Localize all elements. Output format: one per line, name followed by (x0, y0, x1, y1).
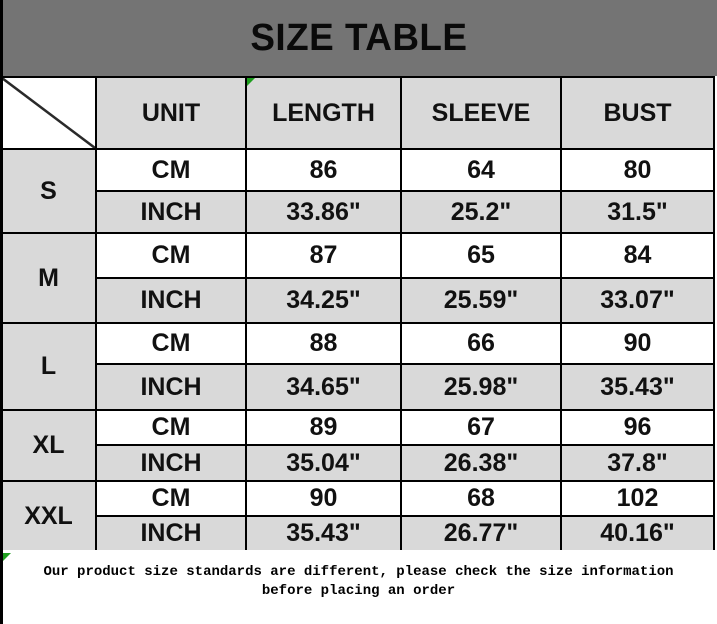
column-header-bust: BUST (560, 76, 715, 150)
size-label-s: S (0, 148, 97, 234)
unit-cell: CM (95, 480, 247, 517)
value-cell: 65 (400, 232, 562, 279)
value-cell: 67 (400, 409, 562, 446)
value-cell: 25.2" (400, 190, 562, 234)
value-cell: 25.59" (400, 277, 562, 324)
value-cell: 25.98" (400, 363, 562, 411)
column-header-unit: UNIT (95, 76, 247, 150)
header-row: UNIT LENGTH SLEEVE BUST (0, 76, 715, 150)
value-cell: 102 (560, 480, 715, 517)
unit-cell: CM (95, 322, 247, 365)
value-cell: 86 (245, 148, 402, 192)
size-table: UNIT LENGTH SLEEVE BUST S CM 86 64 80 IN… (0, 76, 715, 552)
value-cell: 33.86" (245, 190, 402, 234)
table-row: INCH 34.25" 25.59" 33.07" (1, 277, 715, 324)
size-label-l: L (0, 322, 97, 411)
diagonal-header-cell (0, 76, 97, 150)
value-cell: 90 (245, 480, 402, 517)
value-cell: 40.16" (560, 515, 715, 552)
column-header-sleeve: SLEEVE (400, 76, 562, 150)
value-cell: 66 (400, 322, 562, 365)
unit-cell: INCH (95, 190, 247, 234)
column-header-label: UNIT (141, 98, 201, 127)
green-triangle-icon (3, 553, 11, 561)
value-cell: 26.38" (400, 444, 562, 482)
table-row: INCH 35.04" 26.38" 37.8" (1, 444, 715, 482)
value-cell: 68 (400, 480, 562, 517)
value-cell: 87 (245, 232, 402, 279)
left-border-edge (0, 0, 3, 624)
table-row: S CM 86 64 80 (0, 148, 715, 234)
disclaimer-line1: Our product size standards are different… (43, 564, 674, 580)
unit-cell: INCH (95, 363, 247, 411)
value-cell: 89 (245, 409, 402, 446)
unit-cell: CM (95, 409, 247, 446)
value-cell: 34.25" (245, 277, 402, 324)
unit-cell: INCH (95, 515, 247, 552)
value-cell: 35.04" (245, 444, 402, 482)
size-label-xl: XL (0, 409, 97, 482)
table-row: INCH 35.43" 26.77" 40.16" (1, 515, 715, 552)
value-cell: 90 (560, 322, 715, 365)
table-row: XXL CM 90 68 102 (0, 480, 715, 552)
table-row: INCH 33.86" 25.2" 31.5" (1, 190, 715, 234)
value-cell: 37.8" (560, 444, 715, 482)
value-cell: 80 (560, 148, 715, 192)
value-cell: 26.77" (400, 515, 562, 552)
table-row: XL CM 89 67 96 (0, 409, 715, 482)
disclaimer-line2: before placing an order (261, 583, 456, 599)
column-header-label: LENGTH (272, 98, 375, 127)
value-cell: 88 (245, 322, 402, 365)
size-label-m: M (0, 232, 97, 324)
value-cell: 34.65" (245, 363, 402, 411)
green-triangle-icon (248, 79, 255, 86)
unit-cell: INCH (95, 277, 247, 324)
table-row: M CM 87 65 84 (0, 232, 715, 324)
table-row: L CM 88 66 90 (0, 322, 715, 411)
value-cell: 35.43" (560, 363, 715, 411)
column-header-label: BUST (603, 98, 672, 127)
title-band: SIZE TABLE (0, 0, 717, 76)
value-cell: 96 (560, 409, 715, 446)
page-title: SIZE TABLE (249, 16, 468, 59)
table-row: INCH 34.65" 25.98" 35.43" (1, 363, 715, 411)
value-cell: 84 (560, 232, 715, 279)
column-header-label: SLEEVE (431, 98, 531, 127)
unit-cell: INCH (95, 444, 247, 482)
value-cell: 64 (400, 148, 562, 192)
value-cell: 33.07" (560, 277, 715, 324)
value-cell: 35.43" (245, 515, 402, 552)
column-header-length: LENGTH (245, 76, 402, 150)
size-label-xxl: XXL (0, 480, 97, 552)
diagonal-line-icon (2, 78, 95, 148)
unit-cell: CM (95, 148, 247, 192)
unit-cell: CM (95, 232, 247, 279)
disclaimer-footer: Our product size standards are different… (0, 550, 717, 624)
value-cell: 31.5" (560, 190, 715, 234)
